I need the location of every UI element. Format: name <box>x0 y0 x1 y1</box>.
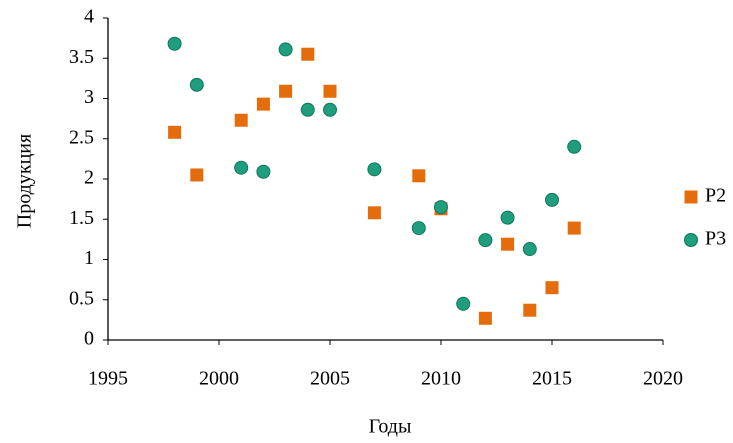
marker-circle <box>545 192 559 207</box>
marker-square <box>523 303 537 317</box>
x-tick-label: 2015 <box>532 368 572 390</box>
y-axis-title: Продукция <box>14 134 36 228</box>
marker-square <box>501 237 515 251</box>
marker-square <box>190 168 204 182</box>
legend-marker <box>684 190 698 204</box>
y-tick-label: 1 <box>84 247 94 269</box>
marker-circle <box>300 102 315 117</box>
marker-square <box>323 84 337 98</box>
marker-circle <box>234 160 249 175</box>
marker-square <box>412 169 426 183</box>
marker-square <box>478 311 492 325</box>
marker-square <box>234 113 248 127</box>
x-tick-label: 1995 <box>88 368 128 390</box>
marker-square <box>545 281 559 295</box>
y-tick-label: 0 <box>84 328 94 350</box>
y-tick-label: 4 <box>84 6 94 28</box>
marker-square <box>301 47 315 61</box>
marker-circle <box>411 221 426 236</box>
x-tick-label: 2005 <box>310 368 350 390</box>
legend-label: P3 <box>705 228 726 250</box>
marker-square <box>279 84 293 98</box>
marker-circle <box>367 162 382 177</box>
y-tick-label: 3.5 <box>69 46 94 68</box>
x-axis-title: Годы <box>369 416 412 438</box>
marker-circle <box>434 200 448 215</box>
y-tick-label: 1.5 <box>69 207 94 229</box>
x-tick-label: 2020 <box>643 368 683 390</box>
marker-circle <box>278 42 293 57</box>
marker-circle <box>478 233 493 248</box>
marker-square <box>256 97 270 111</box>
y-tick-label: 0.5 <box>69 287 94 309</box>
marker-circle <box>567 139 582 154</box>
marker-circle <box>522 242 537 257</box>
marker-circle <box>189 77 204 92</box>
marker-circle <box>167 36 182 51</box>
marker-square <box>168 125 182 139</box>
marker-circle <box>323 102 337 117</box>
marker-circle <box>456 296 471 311</box>
y-tick-label: 2.5 <box>69 126 94 148</box>
legend-marker <box>684 233 698 247</box>
marker-circle <box>500 210 515 225</box>
x-tick-label: 2010 <box>421 368 461 390</box>
y-tick-label: 3 <box>84 86 94 108</box>
marker-square <box>567 221 581 235</box>
marker-square <box>367 206 381 220</box>
x-tick-label: 2000 <box>199 368 239 390</box>
y-tick-label: 2 <box>84 167 94 189</box>
marker-circle <box>256 164 271 179</box>
legend-label: P2 <box>705 185 726 207</box>
